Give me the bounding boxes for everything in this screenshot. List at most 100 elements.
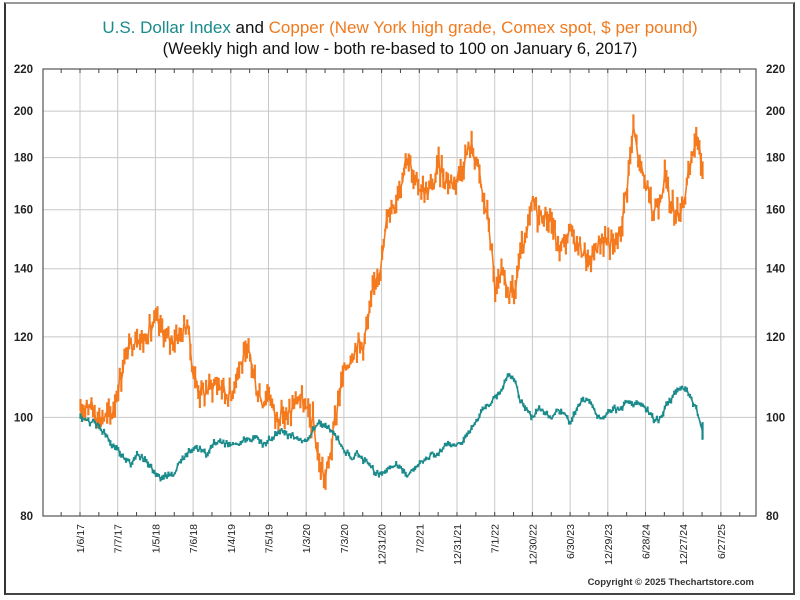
- series-segment: [447, 442, 450, 445]
- series-segment: [516, 387, 520, 397]
- series-segment: [698, 143, 702, 164]
- series-segment: [667, 181, 671, 205]
- series-segment: [595, 413, 598, 417]
- series-segment: [199, 447, 203, 451]
- series-segment: [389, 205, 393, 213]
- series-segment: [502, 380, 506, 389]
- series-segment: [298, 396, 302, 401]
- series-segment: [389, 466, 392, 469]
- series-segment: [535, 409, 538, 412]
- series-segment: [527, 214, 531, 223]
- series-segment: [195, 383, 200, 394]
- series-segment: [257, 437, 261, 442]
- series-segment: [488, 226, 492, 246]
- series-segment: [491, 250, 495, 270]
- series-segment: [191, 448, 195, 452]
- series-segment: [334, 432, 338, 439]
- series-segment: [417, 188, 421, 191]
- series-segment: [335, 399, 339, 418]
- series-segment: [177, 461, 181, 465]
- series-segment: [119, 453, 122, 456]
- series-segment: [412, 176, 416, 182]
- series-segment: [689, 395, 693, 399]
- series-segment: [357, 336, 361, 343]
- series-segment: [232, 386, 236, 397]
- series-segment: [455, 177, 459, 184]
- series-segment: [483, 203, 487, 213]
- series-segment: [144, 458, 148, 462]
- series-segment: [628, 400, 631, 404]
- series-segment: [136, 452, 140, 456]
- series-segment: [108, 439, 112, 444]
- series-segment: [528, 412, 533, 418]
- series-segment: [501, 388, 504, 391]
- series-segment: [609, 236, 613, 252]
- series-segment: [573, 412, 576, 415]
- series-segment: [268, 437, 272, 441]
- series-segment: [621, 403, 625, 409]
- series-segment: [505, 286, 509, 298]
- series-segment: [683, 388, 686, 391]
- series-segment: [252, 370, 256, 377]
- series-segment: [662, 406, 666, 415]
- series-segment: [340, 377, 344, 381]
- series-segment: [650, 413, 653, 417]
- series-segment: [488, 403, 492, 408]
- series-segment: [379, 471, 383, 474]
- series-segment: [243, 438, 246, 441]
- series-segment: [494, 283, 498, 297]
- series-segment: [475, 157, 479, 161]
- series-segment: [238, 442, 242, 446]
- series-segment: [671, 201, 676, 217]
- series-segment: [90, 399, 94, 411]
- series-segment: [550, 221, 555, 230]
- series-segment: [590, 402, 594, 407]
- series-segment: [373, 280, 377, 284]
- series-segment: [649, 197, 654, 219]
- series-segment: [371, 282, 375, 288]
- series-segment: [323, 477, 326, 481]
- chart-subtitle: (Weekly high and low - both re-based to …: [162, 40, 638, 58]
- series-segment: [585, 257, 589, 265]
- series-segment: [584, 399, 587, 403]
- series-segment: [544, 207, 548, 224]
- series-segment: [477, 159, 481, 172]
- series-segment: [405, 474, 408, 477]
- series-segment: [513, 378, 517, 383]
- series-segment: [84, 418, 88, 421]
- y-tick-label-left: 120: [14, 332, 33, 344]
- series-segment: [422, 459, 425, 463]
- series-segment: [477, 416, 481, 421]
- series-segment: [329, 430, 333, 433]
- series-segment: [681, 386, 685, 390]
- series-segment: [228, 386, 233, 397]
- series-segment: [120, 454, 124, 457]
- series-segment: [117, 448, 121, 454]
- series-segment: [331, 424, 335, 450]
- gridlines: [43, 69, 756, 516]
- series-segment: [265, 394, 269, 401]
- series-segment: [496, 278, 500, 284]
- series-segment: [140, 455, 145, 461]
- series-segment: [328, 456, 331, 460]
- series-segment: [159, 476, 163, 481]
- series-segment: [377, 274, 380, 277]
- y-tick-label-right: 220: [766, 64, 785, 76]
- series-segment: [378, 270, 382, 276]
- series-segment: [150, 465, 154, 471]
- series-segment: [571, 226, 575, 238]
- series-segment: [92, 419, 95, 422]
- series-segment: [625, 400, 628, 404]
- series-segment: [546, 413, 550, 418]
- series-segment: [254, 376, 258, 396]
- series-segment: [623, 401, 627, 405]
- series-segment: [150, 326, 154, 332]
- series-segment: [533, 410, 537, 417]
- series-segment: [131, 458, 135, 463]
- series-segment: [103, 430, 107, 437]
- copyright: Copyright © 2025 Thechartstore.com: [587, 577, 754, 588]
- series-segment: [267, 393, 270, 396]
- series-segment: [153, 472, 157, 476]
- series-segment: [365, 459, 369, 464]
- series-segment: [660, 189, 665, 198]
